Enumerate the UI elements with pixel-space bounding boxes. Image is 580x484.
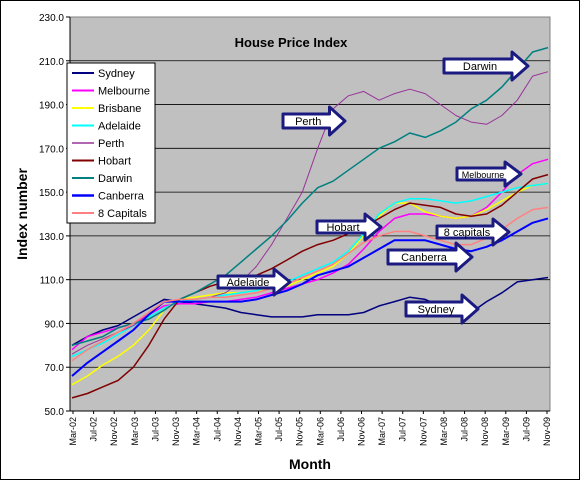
legend-label: Melbourne xyxy=(98,86,150,98)
x-tick-label: Mar-05 xyxy=(253,417,263,446)
annotation-label: 8 capitals xyxy=(444,227,491,239)
annotation-label: Sydney xyxy=(418,304,455,316)
x-tick-label: Jul-06 xyxy=(336,417,346,442)
x-tick-label: Nov-06 xyxy=(357,417,367,446)
series-line-8-capitals xyxy=(71,206,549,362)
x-tick-label: Mar-08 xyxy=(439,417,449,446)
legend-label: Sydney xyxy=(98,68,135,80)
y-tick-label: 150.0 xyxy=(39,188,64,199)
series-lines xyxy=(71,46,549,399)
x-tick-label: Mar-06 xyxy=(315,417,325,446)
series-line-canberra xyxy=(71,217,549,377)
annotations: Darwin Perth Melbourne Hobart 8 capitals Canb… xyxy=(216,50,530,325)
annotation-arrow-sydney xyxy=(404,293,480,325)
x-tick-label: Nov-05 xyxy=(295,417,305,446)
x-tick-label: Nov-02 xyxy=(109,417,119,446)
x-tick-label: Jul-03 xyxy=(150,417,160,442)
annotation-arrow-8-capitals xyxy=(435,217,511,247)
x-tick-label: Jul-09 xyxy=(521,417,531,442)
y-tick-label: 110.0 xyxy=(40,276,65,287)
x-tick-label: Mar-09 xyxy=(501,417,511,446)
y-tick-label: 170.0 xyxy=(39,144,64,155)
series-line-adelaide xyxy=(71,182,549,357)
x-tick-label: Nov-08 xyxy=(480,417,490,446)
legend-label: Darwin xyxy=(98,173,132,185)
y-tick-label: 70.0 xyxy=(45,363,65,374)
annotation-arrow-hobart xyxy=(315,212,383,242)
legend-label: Canberra xyxy=(98,191,145,203)
x-tick-label: Jul-04 xyxy=(212,417,222,442)
y-axis-label: Index number xyxy=(14,168,30,260)
x-tick-label: Nov-03 xyxy=(171,417,181,446)
chart-title: House Price Index xyxy=(235,35,348,50)
annotation-label: Melbourne xyxy=(462,170,505,180)
legend-label: Perth xyxy=(98,138,124,150)
y-tick-label: 90.0 xyxy=(45,319,65,330)
annotation-arrow-canberra xyxy=(386,241,474,273)
legend-label: Hobart xyxy=(98,156,131,168)
annotation-label: Canberra xyxy=(401,252,448,264)
series-line-darwin xyxy=(71,46,549,347)
x-tick-label: Nov-07 xyxy=(418,417,428,446)
y-tick-label: 130.0 xyxy=(39,232,64,243)
axes: 50.0 70.0 90.0 110.0 130.0 150.0 170.0 190.0 210… xyxy=(39,13,552,446)
y-tick-label: 190.0 xyxy=(39,101,64,112)
y-tick-label: 210.0 xyxy=(39,57,64,68)
x-tick-label: Mar-02 xyxy=(68,417,78,446)
annotation-arrow-perth xyxy=(281,105,347,137)
x-tick-label: Mar-03 xyxy=(130,417,140,446)
series-line-hobart xyxy=(71,173,549,399)
annotation-label: Darwin xyxy=(463,61,497,73)
y-tick-label: 50.0 xyxy=(45,407,65,418)
x-tick-label: Nov-09 xyxy=(542,417,552,446)
x-axis-label: Month xyxy=(289,456,331,472)
x-tick-label: Mar-04 xyxy=(192,417,202,446)
legend-label: 8 Capitals xyxy=(98,208,147,220)
annotation-label: Perth xyxy=(295,116,321,128)
x-tick-label: Jul-05 xyxy=(274,417,284,442)
annotation-arrow-darwin xyxy=(442,50,530,82)
annotation-label: Adelaide xyxy=(227,277,270,289)
legend: Sydney Melbourne Brisbane Adelaide Perth Hoba… xyxy=(66,62,156,224)
x-tick-label: Mar-07 xyxy=(377,417,387,446)
legend-label: Brisbane xyxy=(98,103,141,115)
x-tick-label: Jul-08 xyxy=(460,417,470,442)
annotation-label: Hobart xyxy=(326,222,359,234)
annotation-arrow-adelaide xyxy=(216,267,292,297)
x-tick-label: Jul-02 xyxy=(89,417,99,442)
legend-label: Adelaide xyxy=(98,121,141,133)
x-tick-label: Jul-07 xyxy=(398,417,408,442)
annotation-arrow-melbourne xyxy=(455,160,523,188)
y-tick-label: 230.0 xyxy=(39,13,64,24)
x-tick-label: Nov-04 xyxy=(233,417,243,446)
